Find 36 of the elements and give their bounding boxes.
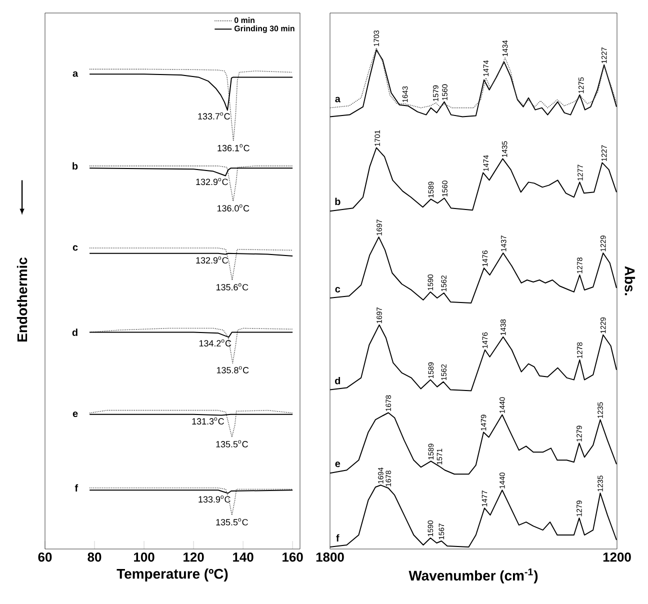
x-tick-label: 160 — [282, 552, 303, 562]
x-tick-label: 100 — [134, 552, 154, 562]
annotation: 133.9$^{o}$C — [198, 495, 230, 503]
x-axis-title: Wavenumber (cm$^{-1}$) — [408, 568, 538, 584]
annotation: 131.3$^{o}$C — [192, 417, 224, 425]
annotation: b — [335, 198, 340, 206]
annotation: a — [335, 96, 340, 102]
annotation: 135.8$^{o}$C — [216, 366, 249, 374]
annotation: 135.5$^{o}$C — [216, 440, 248, 448]
x-tick-label: 60 — [38, 552, 52, 562]
annotation: 135.6$^{o}$C — [216, 283, 248, 290]
annotation: a — [72, 71, 78, 77]
annotation: c — [72, 245, 78, 251]
y-axis-title: Endothermic — [16, 258, 28, 342]
annotation: 136.1$^{o}$C — [218, 144, 250, 152]
annotation: 132.9$^{o}$C — [196, 178, 228, 186]
annotation: d — [72, 328, 78, 336]
annotation: e — [335, 462, 340, 468]
y-axis-title: Abs. — [624, 266, 636, 296]
annotation: d — [335, 376, 340, 384]
x-tick-label: 120 — [184, 552, 204, 562]
annotation: f — [336, 534, 340, 542]
annotation: b — [72, 162, 78, 170]
x-axis-title: Temperature (ºC) — [116, 568, 228, 582]
x-tick-label: 1800 — [316, 552, 344, 562]
x-tick-label: 1200 — [603, 552, 631, 562]
annotation: 136.0$^{o}$C — [217, 204, 250, 212]
annotation: 134.2$^{o}$C — [199, 339, 232, 347]
annotation: 135.5$^{o}$C — [216, 518, 248, 526]
x-tick-label: 80 — [88, 552, 102, 562]
annotation: f — [74, 484, 78, 492]
annotation: c — [335, 286, 340, 292]
annotation: e — [72, 412, 78, 418]
annotation: 132.9$^{o}$C — [196, 256, 228, 264]
annotation: 133.7$^{o}$C — [198, 112, 230, 120]
x-tick-label: 140 — [233, 552, 254, 562]
